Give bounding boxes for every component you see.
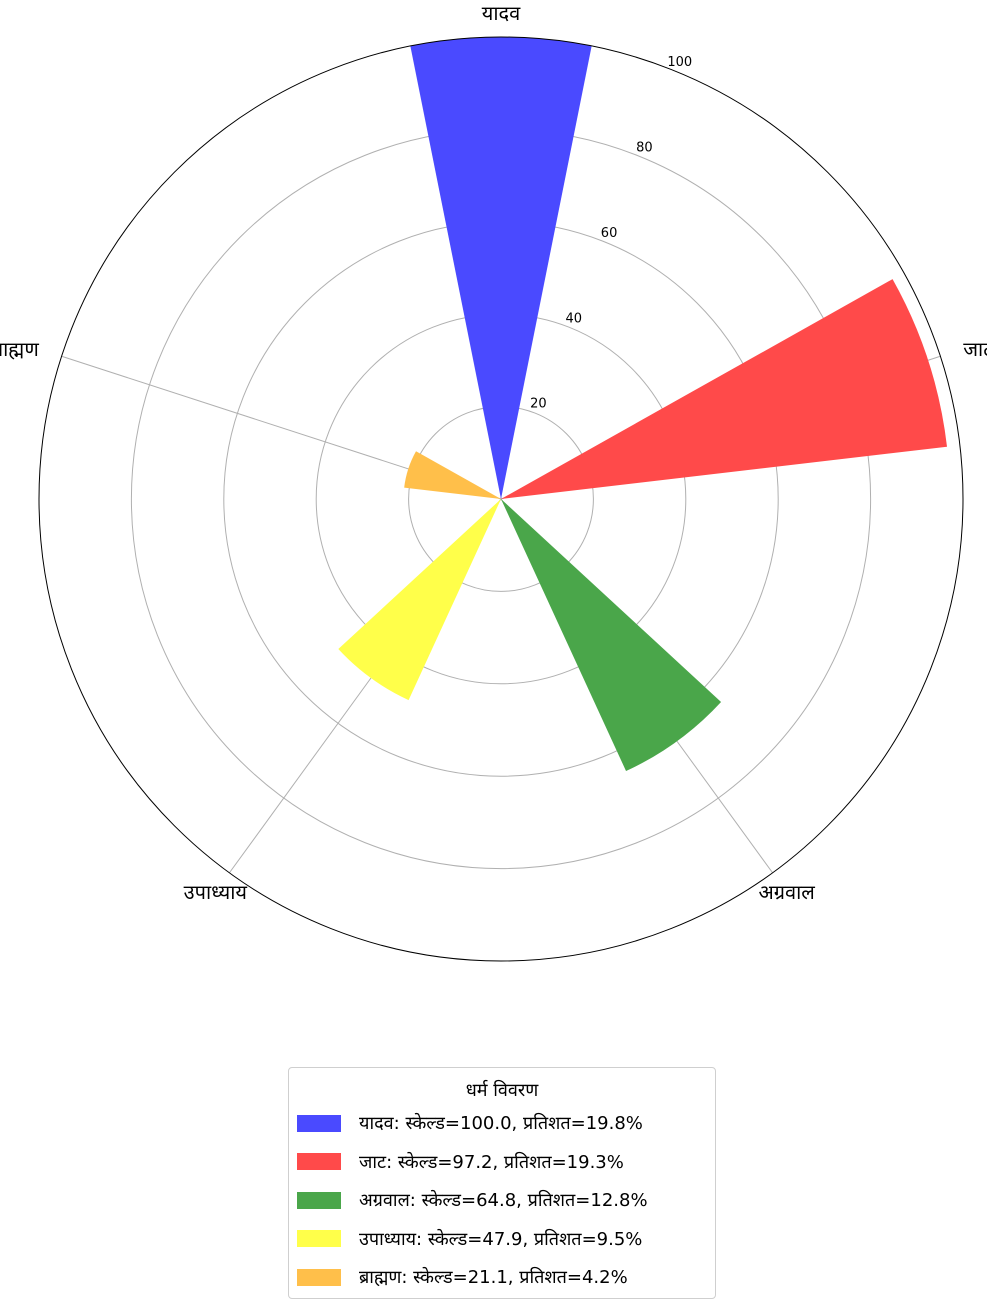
- legend-swatch: [297, 1191, 341, 1209]
- legend-swatch: [297, 1230, 341, 1248]
- legend-item: जाट: स्केल्ड=97.2, प्रतिशत=19.3%: [289, 1143, 715, 1182]
- legend-item: उपाध्याय: स्केल्ड=47.9, प्रतिशत=9.5%: [289, 1220, 715, 1259]
- legend-item: ब्राह्मण: स्केल्ड=21.1, प्रतिशत=4.2%: [289, 1258, 715, 1297]
- bar-0: [410, 37, 592, 500]
- legend-item: अग्रवाल: स्केल्ड=64.8, प्रतिशत=12.8%: [289, 1181, 715, 1220]
- legend-label: उपाध्याय: स्केल्ड=47.9, प्रतिशत=9.5%: [359, 1228, 643, 1250]
- polar-chart: 20 40 60 80 100 यादव जाट अग्रवाल उपाध्याय ब्राह्म…: [0, 1, 987, 962]
- legend-label: यादव: स्केल्ड=100.0, प्रतिशत=19.8%: [359, 1113, 643, 1135]
- legend-label: अग्रवाल: स्केल्ड=64.8, प्रतिशत=12.8%: [359, 1190, 648, 1212]
- bar-3: [338, 499, 501, 701]
- legend-title: धर्म विवरण: [465, 1080, 539, 1101]
- bar-1: [501, 279, 948, 499]
- category-label: अग्रवाल: [758, 880, 815, 904]
- legend-swatch: [297, 1153, 341, 1171]
- category-label: यादव: [482, 1, 521, 25]
- category-label: उपाध्याय: [184, 880, 248, 904]
- legend-swatch: [297, 1268, 341, 1286]
- category-label: जाट: [963, 337, 987, 361]
- bar-4: [404, 451, 501, 499]
- legend-label: जाट: स्केल्ड=97.2, प्रतिशत=19.3%: [359, 1151, 624, 1173]
- polar-frame: [38, 36, 964, 962]
- r-tick-label: 80: [636, 141, 653, 156]
- legend-label: ब्राह्मण: स्केल्ड=21.1, प्रतिशत=4.2%: [359, 1267, 628, 1289]
- legend: धर्म विवरण यादव: स्केल्ड=100.0, प्रतिशत=…: [288, 1067, 716, 1299]
- legend-swatch: [297, 1114, 341, 1132]
- r-tick-label: 40: [565, 311, 582, 326]
- category-label: ब्राह्मण: [0, 337, 39, 361]
- r-tick-label: 100: [667, 55, 692, 70]
- r-tick-label: 20: [530, 397, 547, 412]
- r-tick-label: 60: [601, 226, 618, 241]
- legend-item: यादव: स्केल्ड=100.0, प्रतिशत=19.8%: [289, 1104, 715, 1143]
- bar-2: [501, 499, 722, 772]
